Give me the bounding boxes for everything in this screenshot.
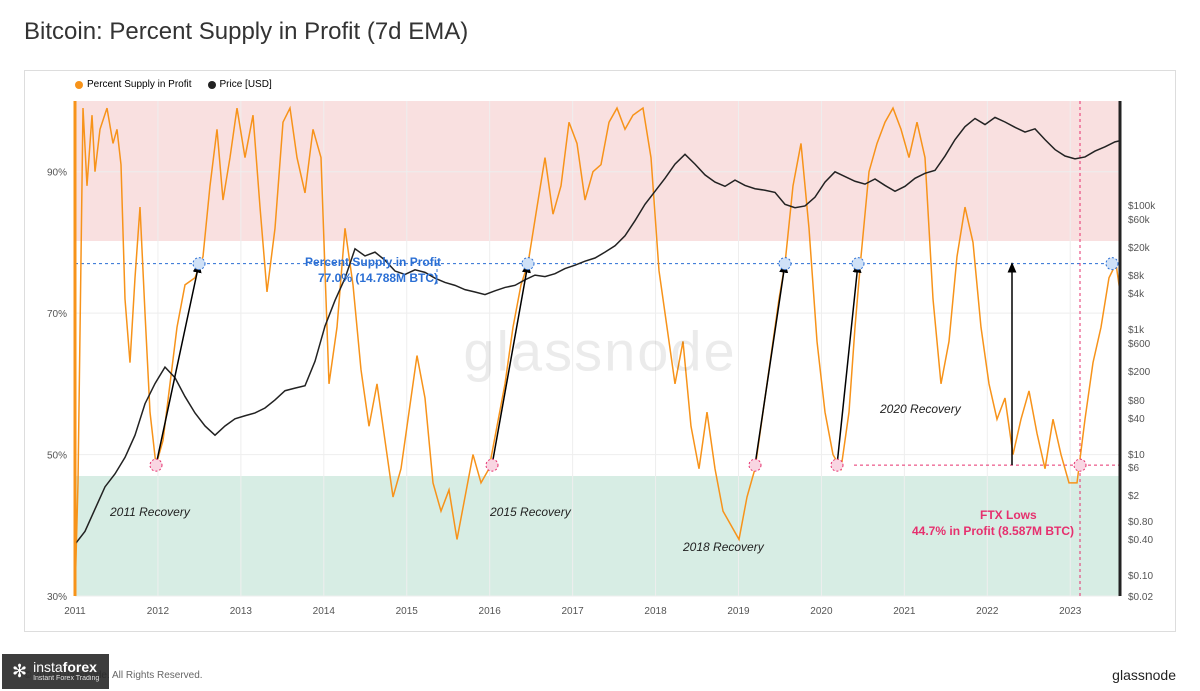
svg-text:2018: 2018 (644, 606, 667, 617)
svg-text:Percent Supply in Profit: Percent Supply in Profit (305, 255, 441, 269)
svg-text:2011 Recovery: 2011 Recovery (109, 505, 191, 519)
logo-star-icon: ✻ (12, 662, 27, 680)
svg-text:70%: 70% (47, 309, 67, 320)
svg-text:$20k: $20k (1128, 243, 1151, 254)
chart-svg: 30% 50% 70% 90% 2011 2012 2013 2014 2015 2016 2017… (25, 71, 1177, 633)
svg-text:2023: 2023 (1059, 606, 1082, 617)
svg-text:$100k: $100k (1128, 201, 1156, 212)
svg-text:$0.80: $0.80 (1128, 517, 1153, 528)
svg-text:30%: 30% (47, 592, 67, 603)
svg-text:2011: 2011 (64, 606, 86, 617)
svg-text:2022: 2022 (976, 606, 999, 617)
svg-text:2020: 2020 (810, 606, 833, 617)
svg-text:2018 Recovery: 2018 Recovery (682, 540, 765, 554)
svg-text:2013: 2013 (230, 606, 253, 617)
chart-container: Percent Supply in Profit Price [USD] 30%… (24, 70, 1176, 632)
svg-text:$1k: $1k (1128, 325, 1145, 336)
svg-text:2015: 2015 (396, 606, 419, 617)
svg-text:$0.10: $0.10 (1128, 571, 1153, 582)
svg-text:$8k: $8k (1128, 271, 1145, 282)
svg-text:44.7% in Profit (8.587M BTC): 44.7% in Profit (8.587M BTC) (912, 524, 1074, 538)
svg-text:$200: $200 (1128, 367, 1151, 378)
svg-text:$40: $40 (1128, 414, 1145, 425)
svg-text:90%: 90% (47, 168, 67, 179)
svg-text:2017: 2017 (561, 606, 584, 617)
svg-text:FTX Lows: FTX Lows (980, 508, 1037, 522)
svg-text:2020 Recovery: 2020 Recovery (879, 402, 962, 416)
svg-text:$60k: $60k (1128, 215, 1151, 226)
svg-text:2012: 2012 (147, 606, 170, 617)
svg-text:2016: 2016 (479, 606, 502, 617)
svg-text:2019: 2019 (727, 606, 750, 617)
svg-text:$0.02: $0.02 (1128, 592, 1153, 603)
svg-text:$0.40: $0.40 (1128, 535, 1153, 546)
svg-text:$600: $600 (1128, 339, 1151, 350)
footer-brand: glassnode (1112, 667, 1176, 683)
svg-text:77.0% (14.788M BTC): 77.0% (14.788M BTC) (318, 271, 438, 285)
footer: © 2023 Glassnode. All Rights Reserved. g… (24, 667, 1176, 683)
svg-text:$4k: $4k (1128, 289, 1145, 300)
svg-text:50%: 50% (47, 451, 67, 462)
svg-text:$10: $10 (1128, 450, 1145, 461)
svg-text:2015 Recovery: 2015 Recovery (489, 505, 572, 519)
svg-text:$80: $80 (1128, 396, 1145, 407)
svg-text:2014: 2014 (313, 606, 336, 617)
instaforex-logo: ✻ instaforex Instant Forex Trading (2, 654, 109, 689)
svg-text:2021: 2021 (893, 606, 916, 617)
page-title: Bitcoin: Percent Supply in Profit (7d EM… (24, 18, 468, 46)
svg-text:$6: $6 (1128, 463, 1140, 474)
svg-text:$2: $2 (1128, 491, 1140, 502)
